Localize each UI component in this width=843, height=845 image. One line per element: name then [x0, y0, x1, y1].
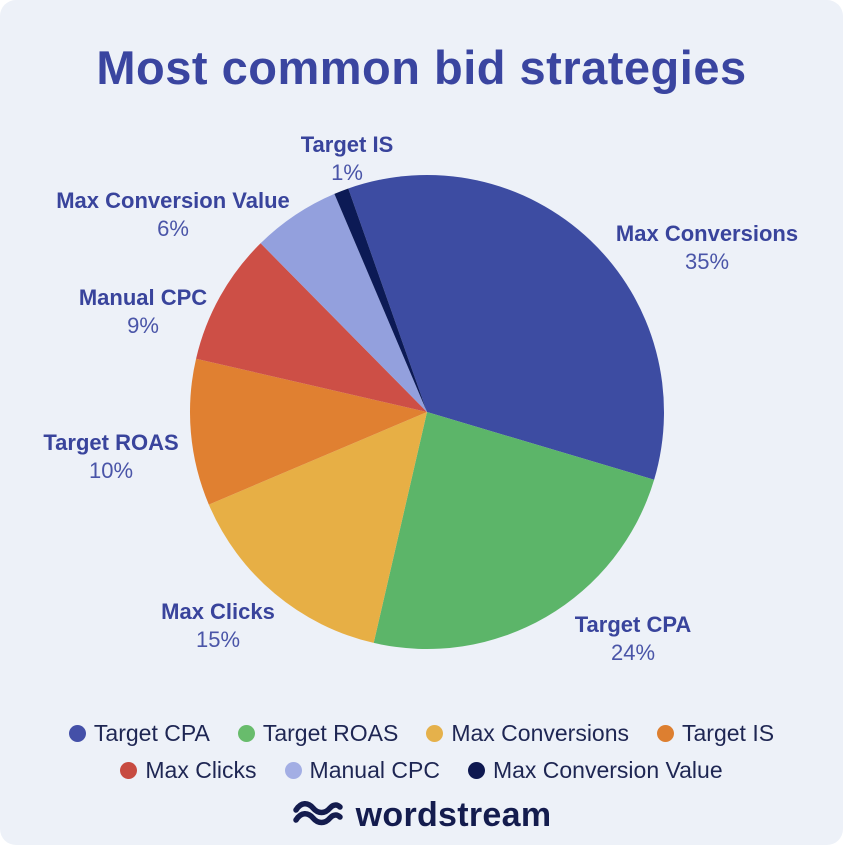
slice-label-name: Target IS [300, 132, 394, 157]
legend-item-target-is: Target IS [657, 720, 774, 747]
slice-label-percent: 1% [331, 160, 363, 185]
pie-slice-max-conversion-value [260, 193, 427, 412]
slice-label-percent: 35% [684, 249, 730, 274]
legend-dot-icon [237, 725, 255, 742]
legend-label: Max Conversion Value [492, 757, 723, 783]
slice-label-percent: 15% [195, 627, 241, 652]
pie-slice-target-is [334, 188, 427, 412]
slice-label-name: Manual CPC [78, 285, 208, 310]
legend-item-target-roas: Target ROAS [237, 720, 399, 747]
slice-label-percent: 10% [88, 458, 134, 483]
legend-label: Target IS [682, 720, 775, 746]
legend-label: Max Conversions [451, 720, 630, 746]
brand-name: wordstream [355, 796, 552, 834]
brand-footer: wordstream [0, 796, 843, 835]
pie-slice-max-clicks [208, 412, 427, 643]
legend-dot-icon [426, 725, 444, 742]
slice-label-name: Max Clicks [161, 599, 275, 624]
legend-item-max-conversion-value: Max Conversion Value [467, 757, 723, 784]
legend-item-max-clicks: Max Clicks [120, 757, 257, 784]
wordstream-wave-icon [292, 800, 343, 825]
slice-label-name: Target CPA [574, 612, 692, 637]
pie-slice-target-roas [189, 358, 427, 505]
chart-title: Most common bid strategies [96, 41, 747, 94]
legend-label: Target CPA [93, 720, 210, 746]
pie-slice-max-conversions [348, 175, 664, 480]
pie-slice-target-cpa [373, 412, 655, 650]
slice-label-percent: 24% [610, 640, 656, 665]
legend-dot-icon [467, 762, 485, 779]
legend-dot-icon [120, 762, 138, 779]
slice-label-name: Max Conversions [615, 221, 799, 246]
slice-label-name: Target ROAS [43, 430, 179, 455]
slice-label-percent: 6% [157, 216, 189, 241]
slice-label-target-roas: Target ROAS 10% [43, 430, 178, 484]
legend-item-max-conversions: Max Conversions [426, 720, 629, 747]
legend-item-target-cpa: Target CPA [68, 720, 210, 747]
slice-label-name: Max Conversion Value [56, 188, 290, 213]
slice-label-max-clicks: Max Clicks 15% [161, 599, 275, 653]
slice-label-manual-cpc: Manual CPC 9% [79, 285, 207, 339]
legend-label: Target ROAS [262, 720, 399, 746]
legend-label: Manual CPC [309, 757, 440, 783]
legend-item-manual-cpc: Manual CPC [284, 757, 440, 784]
legend-dot-icon [657, 725, 675, 742]
legend-dot-icon [68, 725, 86, 742]
pie-slice-manual-cpc [196, 243, 427, 412]
legend: Target CPA Target ROAS Max Conversions Targ… [22, 720, 822, 784]
slice-label-max-conversion-value: Max Conversion Value 6% [56, 188, 290, 242]
slice-label-target-is: Target IS 1% [301, 132, 394, 186]
slice-label-target-cpa: Target CPA 24% [575, 612, 692, 666]
legend-dot-icon [284, 762, 302, 779]
legend-label: Max Clicks [145, 757, 257, 783]
slice-label-percent: 9% [127, 313, 159, 338]
slice-label-max-conversions: Max Conversions 35% [616, 221, 798, 275]
